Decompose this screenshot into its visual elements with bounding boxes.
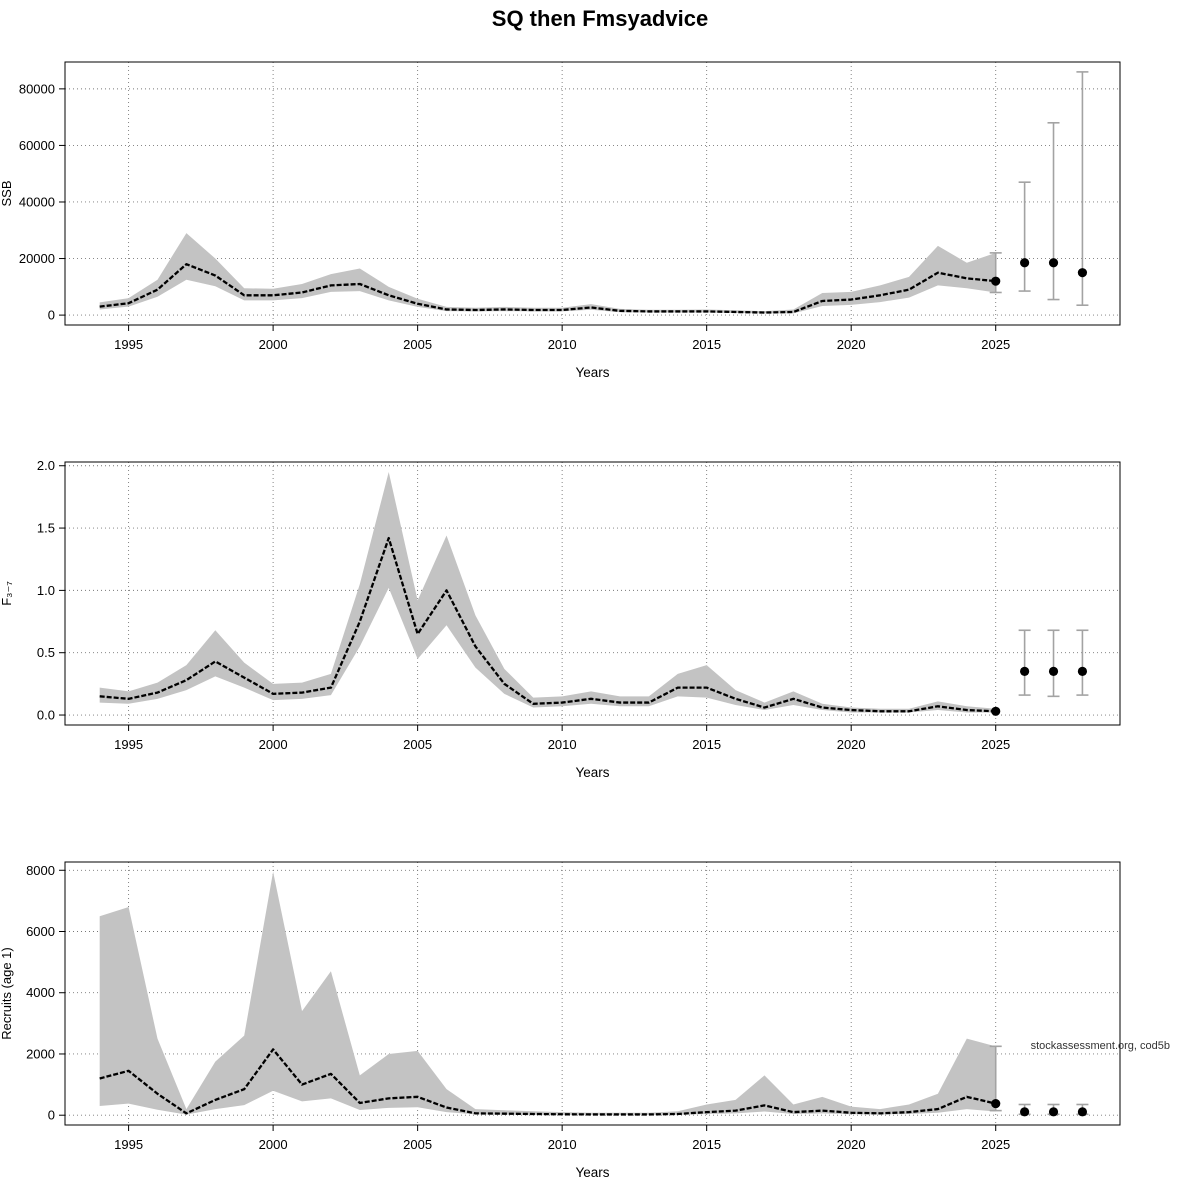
svg-text:2020: 2020 [837,737,866,752]
svg-text:2020: 2020 [837,1137,866,1152]
ssb-panel: 1995 2000 2005 2010 2015 2020 2025 0 20000 40000 6… [0,61,1121,380]
svg-text:2025: 2025 [981,337,1010,352]
svg-text:80000: 80000 [19,81,55,96]
svg-text:SSB: SSB [0,180,14,206]
watermark: stockassessment.org, cod5b [1030,1040,1170,1052]
svg-text:1.0: 1.0 [37,583,55,598]
svg-text:40000: 40000 [19,194,55,209]
svg-text:2010: 2010 [548,337,577,352]
svg-text:2015: 2015 [692,1137,721,1152]
recruits-panel: 1995 2000 2005 2010 2015 2020 2025 0 2000 4000 600… [0,861,1121,1180]
svg-text:2000: 2000 [259,337,288,352]
svg-text:2.0: 2.0 [37,458,55,473]
svg-text:6000: 6000 [26,924,55,939]
svg-text:Recruits (age 1): Recruits (age 1) [0,947,14,1039]
svg-text:2005: 2005 [403,737,432,752]
svg-text:8000: 8000 [26,863,55,878]
svg-text:2000: 2000 [259,1137,288,1152]
svg-text:2000: 2000 [259,737,288,752]
fbar-panel: 1995 2000 2005 2010 2015 2020 2025 0.0 0.5 1.0 1.5… [0,458,1121,780]
svg-text:20000: 20000 [19,251,55,266]
svg-text:Years: Years [575,1165,609,1180]
svg-text:60000: 60000 [19,138,55,153]
svg-text:2005: 2005 [403,337,432,352]
svg-text:2010: 2010 [548,1137,577,1152]
svg-text:2005: 2005 [403,1137,432,1152]
svg-text:0: 0 [48,1108,55,1123]
svg-text:Years: Years [575,365,609,380]
svg-text:F₃₋₇: F₃₋₇ [0,581,14,606]
svg-text:0.5: 0.5 [37,645,55,660]
svg-text:2010: 2010 [548,737,577,752]
svg-text:1995: 1995 [114,337,143,352]
svg-text:2025: 2025 [981,737,1010,752]
svg-text:2020: 2020 [837,337,866,352]
svg-text:0.0: 0.0 [37,708,55,723]
svg-text:1.5: 1.5 [37,521,55,536]
svg-text:1995: 1995 [114,737,143,752]
svg-text:4000: 4000 [26,985,55,1000]
svg-text:Years: Years [575,765,609,780]
figure-title: SQ then Fmsyadvice [491,6,709,31]
svg-text:2015: 2015 [692,337,721,352]
svg-text:2025: 2025 [981,1137,1010,1152]
svg-text:0: 0 [48,308,55,323]
svg-text:2000: 2000 [26,1046,55,1061]
svg-text:1995: 1995 [114,1137,143,1152]
svg-text:2015: 2015 [692,737,721,752]
